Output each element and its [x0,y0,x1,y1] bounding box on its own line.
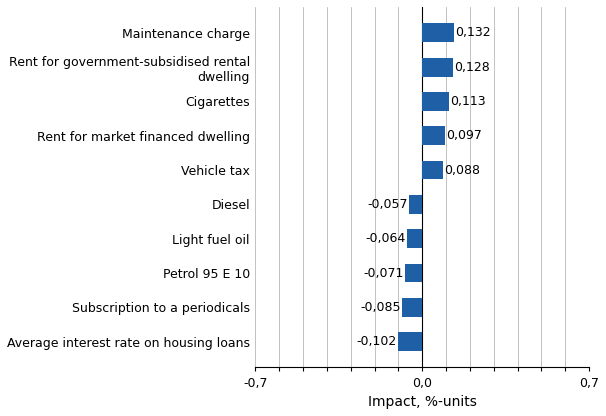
Bar [422,161,443,179]
Bar [422,126,445,145]
Text: -0,064: -0,064 [365,232,406,245]
Bar [405,264,422,282]
Text: 0,132: 0,132 [455,26,490,39]
Bar [407,229,422,248]
Bar [398,332,422,351]
Bar [408,195,422,214]
Bar [402,298,422,317]
Text: 0,113: 0,113 [450,95,486,108]
X-axis label: Impact, %-units: Impact, %-units [368,395,477,409]
Bar [422,23,454,42]
Bar [422,58,453,77]
Text: -0,057: -0,057 [367,198,407,211]
Text: -0,102: -0,102 [356,335,397,348]
Bar [422,92,449,111]
Text: 0,128: 0,128 [454,61,490,74]
Text: 0,097: 0,097 [447,129,482,142]
Text: -0,085: -0,085 [361,301,401,314]
Text: 0,088: 0,088 [444,163,481,176]
Text: -0,071: -0,071 [364,267,404,280]
